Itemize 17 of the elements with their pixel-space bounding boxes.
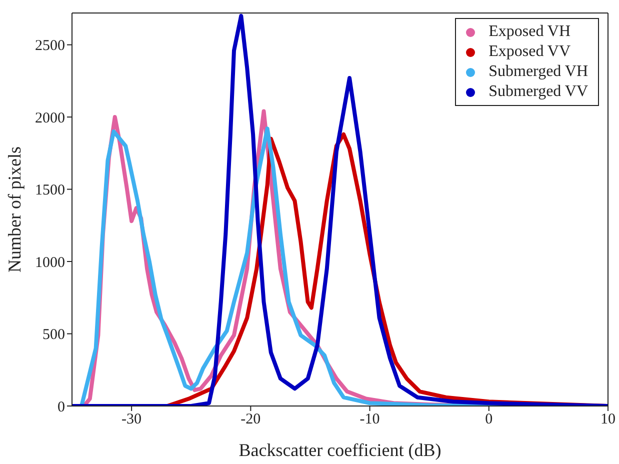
legend-label: Exposed VV xyxy=(488,42,571,62)
y-tick-label: 1000 xyxy=(35,254,65,271)
y-tick-label: 2000 xyxy=(35,110,65,126)
y-tick-label: 1500 xyxy=(35,182,65,199)
legend-label: Exposed VH xyxy=(488,22,571,42)
x-tick-label: 10 xyxy=(600,412,616,428)
legend-label: Submerged VH xyxy=(488,62,588,82)
y-tick-label: 2500 xyxy=(35,38,65,54)
x-tick-label: 0 xyxy=(485,412,493,428)
y-tick-label: 500 xyxy=(42,327,65,344)
y-axis-title: Number of pixels xyxy=(4,146,24,272)
y-tick-label: 0 xyxy=(58,399,65,416)
x-tick-label: -30 xyxy=(122,412,142,428)
x-tick-label: -20 xyxy=(240,412,261,428)
legend-label: Submerged VV xyxy=(488,82,588,102)
x-tick-label: -10 xyxy=(360,412,380,428)
x-axis-title: Backscatter coefficient (dB) xyxy=(238,440,442,460)
